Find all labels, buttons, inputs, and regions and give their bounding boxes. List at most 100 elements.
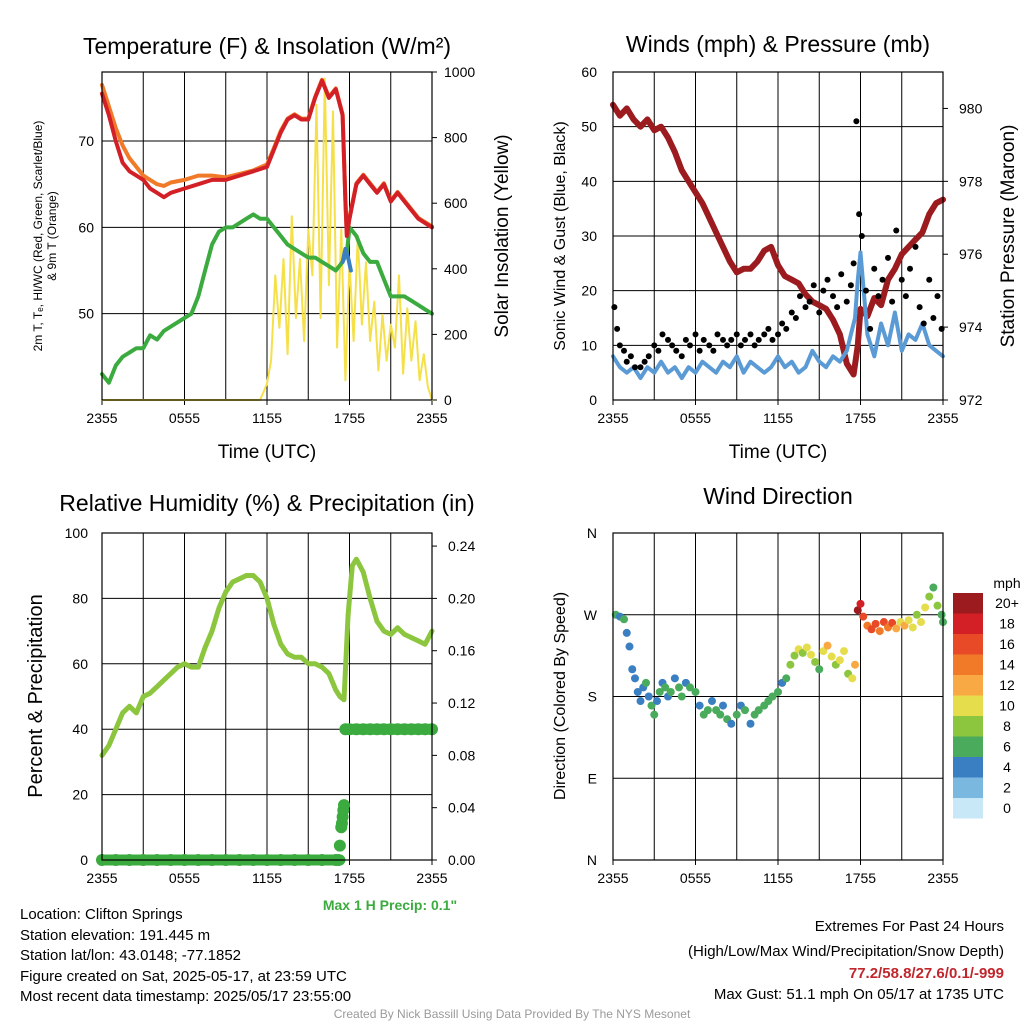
- legend-title: mph: [993, 575, 1020, 591]
- gust-point: [775, 331, 781, 338]
- speed-legend: mph 20+ 18 16 14 12 10 8 6 4 2 0: [953, 575, 1021, 819]
- wind-line: [611, 250, 945, 381]
- direction-point: [937, 610, 946, 619]
- direction-point: [642, 678, 650, 687]
- direction-point: [631, 674, 639, 683]
- y2-tick-label: 974: [959, 319, 983, 335]
- legend-swatch: [953, 736, 983, 757]
- legend-swatch: [953, 757, 983, 778]
- direction-point: [819, 647, 828, 656]
- gust-point: [682, 336, 689, 343]
- direction-point: [933, 601, 942, 610]
- y-tick-label: 60: [581, 64, 597, 80]
- y2-tick-label: 1000: [444, 64, 475, 80]
- direction-point: [840, 647, 848, 656]
- gust-point: [779, 320, 786, 327]
- y2-tick-label: 600: [444, 195, 468, 211]
- x-tick-label: 2355: [416, 410, 447, 426]
- location-text: Location: Clifton Springs: [20, 906, 183, 923]
- y-axis-label: & 9m T (Orange): [45, 191, 59, 281]
- legend-label: 10: [999, 698, 1015, 714]
- legend-swatch: [953, 634, 983, 655]
- y2-tick-label: 0.20: [448, 590, 475, 606]
- direction-point: [912, 610, 921, 619]
- gust-point: [863, 287, 869, 294]
- direction-point: [823, 641, 832, 650]
- humidity-precipitation-chart: 2355 0555 1155 1755 2355 0 20 40 60 80 100 0.00 0.04…: [25, 490, 475, 913]
- direction-point: [867, 625, 876, 634]
- humidity-line: [99, 556, 435, 758]
- direction-point: [716, 710, 725, 719]
- y-tick-label: 40: [581, 173, 597, 189]
- direction-point: [675, 683, 683, 692]
- y-tick-label: N: [587, 525, 597, 541]
- direction-point: [628, 665, 637, 674]
- x-tick-label: 0555: [169, 870, 200, 886]
- y-tick-label: 100: [65, 525, 89, 541]
- max-precip-label: Max 1 H Precip: 0.1": [323, 897, 457, 913]
- gust-point: [755, 336, 762, 343]
- winds-pressure-chart: 2355 0555 1155 1755 235501020304050609729749…: [552, 31, 1019, 463]
- x-tick-label: 1155: [763, 870, 793, 886]
- legend-swatch: [953, 675, 983, 696]
- direction-point: [875, 627, 884, 636]
- direction-point: [625, 642, 634, 651]
- gust-point: [792, 315, 799, 321]
- x-tick-label: 0555: [680, 410, 711, 426]
- direction-point: [620, 615, 628, 624]
- direction-point: [754, 706, 763, 715]
- direction-point: [904, 616, 913, 625]
- gust-point: [733, 331, 740, 338]
- y-tick-label: 70: [78, 133, 94, 149]
- y2-tick-label: 0.00: [448, 852, 475, 868]
- direction-point: [774, 687, 782, 696]
- gust-point: [621, 347, 627, 354]
- credit-text: Created By Nick Bassill Using Data Provi…: [333, 1007, 691, 1021]
- gust-point: [912, 243, 919, 250]
- y-tick-label: 20: [581, 283, 597, 299]
- direction-point: [811, 657, 820, 666]
- x-tick-label: 1155: [252, 870, 282, 886]
- x-axis-label: Time (UTC): [729, 442, 828, 463]
- gust-point: [830, 293, 836, 300]
- direction-point: [782, 674, 791, 683]
- direction-point: [746, 719, 755, 728]
- direction-point: [768, 692, 777, 701]
- legend-label: 16: [999, 636, 1015, 652]
- direction-point: [708, 697, 716, 706]
- gust-point: [706, 342, 713, 349]
- direction-point: [636, 697, 645, 706]
- series-line: [340, 246, 353, 273]
- direction-point: [848, 674, 857, 683]
- x-tick-label: 2355: [927, 870, 958, 886]
- y2-tick-label: 0.12: [448, 695, 475, 711]
- gust-point: [920, 320, 927, 327]
- gust-point: [797, 293, 803, 300]
- gust-point: [907, 265, 913, 272]
- legend-swatch: [953, 777, 983, 798]
- y-axis-label: Direction (Colored By Speed): [552, 592, 569, 800]
- legend-label: 4: [1003, 759, 1011, 775]
- legend-swatch: [953, 798, 983, 819]
- x-tick-label: 2355: [86, 410, 117, 426]
- gust-point: [853, 118, 860, 125]
- gust-point: [651, 342, 658, 349]
- gust-point: [824, 276, 831, 283]
- latlon-text: Station lat/lon: 43.0148; -77.1852: [20, 947, 242, 964]
- gust-point: [669, 342, 676, 349]
- gust-point: [769, 336, 776, 343]
- gust-point: [678, 353, 685, 360]
- y-axis-label: Sonic Wind & Gust (Blue, Black): [552, 121, 569, 350]
- gust-point: [687, 342, 693, 349]
- y2-tick-label: 200: [444, 326, 468, 342]
- y2-tick-label: 972: [959, 392, 983, 408]
- y-tick-label: W: [584, 607, 598, 623]
- y-tick-label: 50: [581, 119, 597, 135]
- direction-point: [691, 687, 700, 696]
- precip-point: [333, 839, 346, 852]
- station-info: Location: Clifton Springs Station elevat…: [20, 905, 351, 1008]
- direction-point: [650, 710, 659, 719]
- direction-point: [900, 621, 909, 630]
- created-text: Figure created on Sat, 2025-05-17, at 23…: [20, 967, 347, 985]
- y2-tick-label: 0.16: [448, 643, 475, 659]
